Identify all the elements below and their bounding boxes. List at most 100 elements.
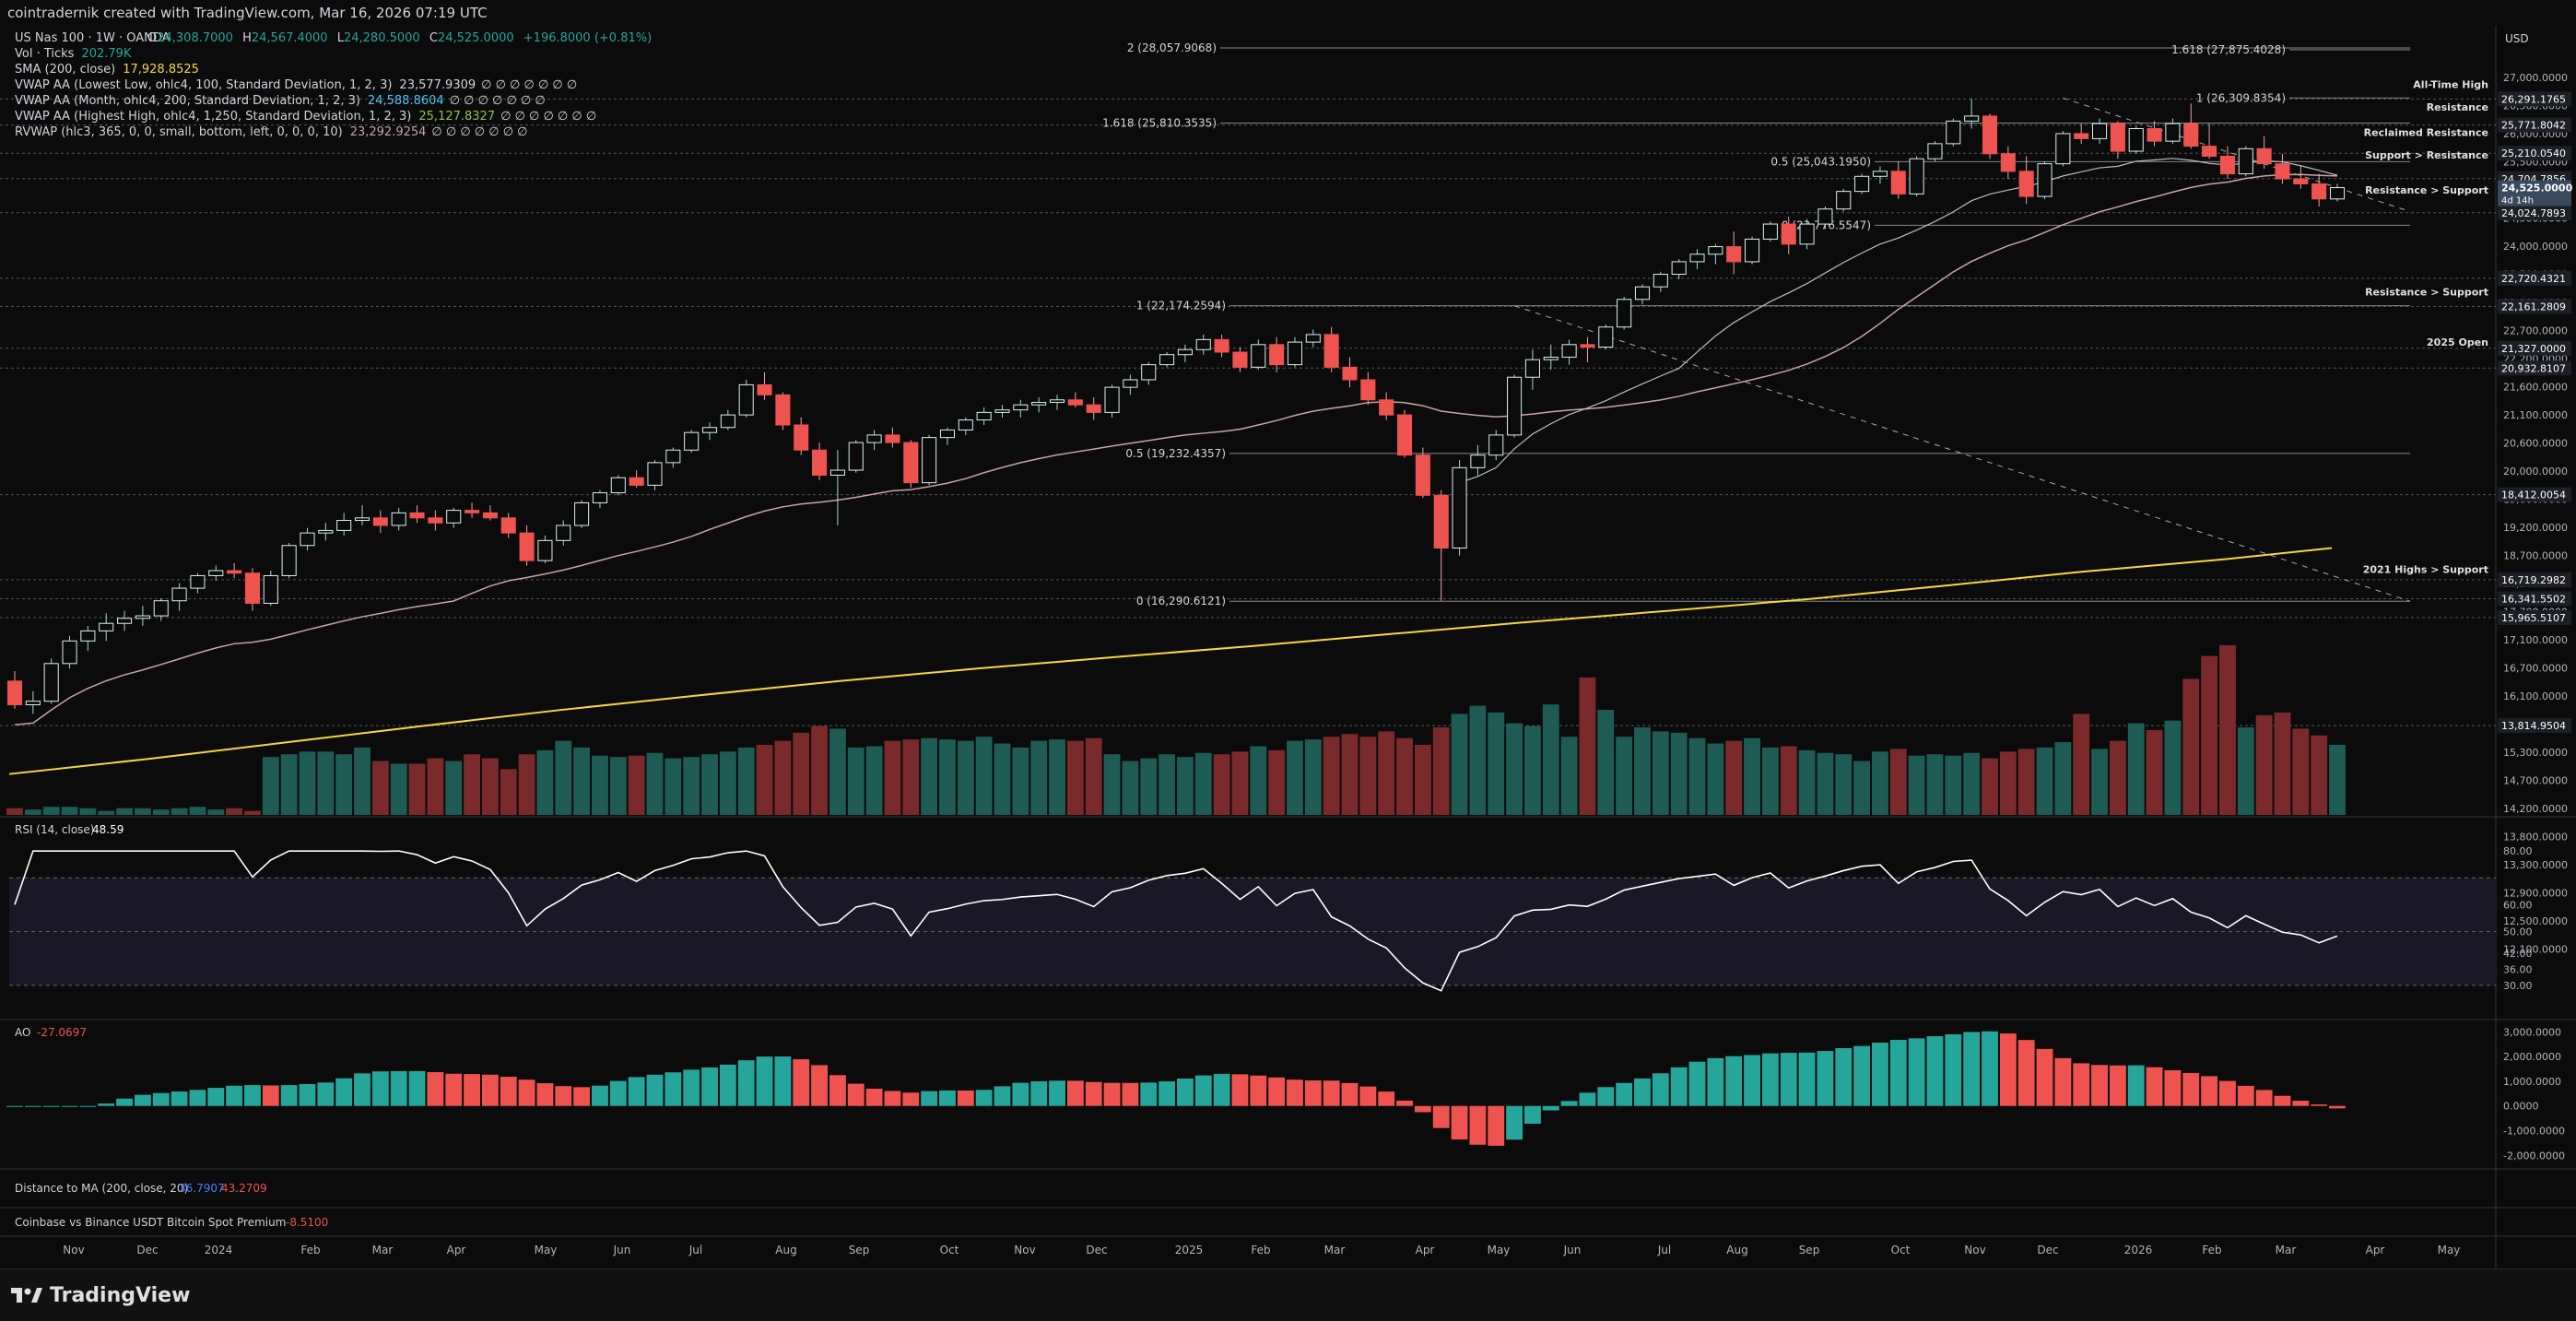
candle-body (391, 512, 406, 526)
volume-bar (1451, 714, 1468, 815)
vwap-highest-indicator: VWAP AA (Highest High, ohlc4, 1,250, Sta… (15, 110, 596, 124)
volume-bar (42, 807, 60, 815)
candle-body (1689, 254, 1705, 263)
volume-bar (2182, 678, 2200, 815)
candle-body (775, 394, 791, 426)
candle-body (757, 383, 772, 395)
volume-bar (1378, 731, 1395, 815)
ao-bar (884, 1091, 901, 1106)
ao-bar (1889, 1040, 1907, 1106)
ao-bar (2127, 1065, 2145, 1106)
ao-bar (1488, 1105, 1505, 1146)
volume-bar (957, 740, 974, 815)
price-tick-label: 17,100.0000 (2503, 634, 2568, 646)
candle-body (647, 462, 663, 486)
price-tick-label: 22,700.0000 (2503, 325, 2568, 337)
price-label-box (2498, 572, 2571, 587)
ao-bar (1012, 1082, 1029, 1106)
candle-body (446, 510, 462, 524)
candle-body (701, 427, 718, 433)
volume-bar (573, 747, 591, 815)
ao-bar (975, 1090, 993, 1106)
candle-body (720, 414, 735, 429)
volume-bar (207, 809, 225, 815)
grid (0, 26, 2576, 1268)
candle-body (428, 517, 443, 524)
candle-body (1086, 404, 1101, 413)
volume-bar (1194, 752, 1212, 815)
candle-body (244, 572, 260, 604)
last-price-text: 24,525.0000 (2501, 183, 2573, 195)
ao-bar (665, 1072, 682, 1106)
ao-bar (2073, 1063, 2090, 1106)
price-tick-label: 12,100.0000 (2503, 944, 2568, 956)
ao-bar (481, 1074, 499, 1106)
chart-canvas[interactable]: All-Time High Resistance Reclaimed Resista… (0, 26, 2576, 1268)
volume-bar (481, 758, 499, 815)
candle-body (537, 539, 553, 561)
tradingview-logo[interactable]: TradingView (11, 1280, 190, 1310)
ao-bar (226, 1085, 243, 1106)
volume-bar (2127, 723, 2145, 815)
price-label-text: 25,771.8042 (2501, 120, 2566, 132)
ao-bar (774, 1056, 792, 1106)
volume-bar (335, 754, 353, 815)
volume-bar (2054, 742, 2072, 815)
candle-body (2219, 155, 2235, 175)
distance-ma-value-2: 43.2709 (221, 1182, 267, 1195)
ao-bar (1414, 1105, 1431, 1113)
time-label: Apr (1416, 1244, 1435, 1256)
volume-bars (6, 644, 2346, 815)
candle-body (976, 411, 992, 421)
volume-bar (262, 757, 279, 815)
ao-bar (79, 1105, 97, 1107)
price-tick-label: 15,300.0000 (2503, 747, 2568, 759)
ao-bar (1597, 1087, 1615, 1106)
volume-bar (2201, 655, 2218, 815)
candle-body (2092, 123, 2108, 139)
candle-body (629, 477, 644, 486)
time-label: Nov (1964, 1244, 1985, 1256)
time-label: Mar (1324, 1244, 1346, 1256)
candle-body (1872, 171, 1888, 177)
volume-bar (390, 763, 407, 815)
candle-body (665, 449, 681, 464)
ao-bar (1908, 1038, 1925, 1106)
volume-bar (79, 808, 97, 815)
rsi-tick-label: 60.00 (2503, 899, 2533, 911)
candle-body (1964, 115, 1980, 122)
ao-bar (829, 1075, 846, 1106)
volume-bar (134, 808, 151, 815)
level-label: All-Time High (2413, 79, 2488, 91)
volume-bar (98, 810, 115, 815)
rsi-band (9, 878, 2496, 985)
price-tick-label: 21,100.0000 (2503, 409, 2568, 421)
candle-body (2037, 163, 2053, 197)
candle-body (738, 383, 754, 416)
price-label-text: 16,719.2982 (2501, 574, 2566, 586)
candle-body (171, 587, 187, 602)
distance-ma-label: Distance to MA (200, close, 20) (15, 1182, 188, 1195)
brand-text: TradingView (50, 1283, 191, 1307)
time-label: 2024 (205, 1244, 233, 1256)
volume-bar (1122, 761, 1139, 815)
volume-bar (1159, 754, 1176, 815)
candle-body (866, 434, 882, 443)
volume-bar (1761, 747, 1779, 815)
time-label: 2025 (1175, 1244, 1204, 1256)
candle-body (409, 512, 425, 519)
volume-bar (1616, 737, 1633, 815)
volume-bar (2255, 714, 2273, 815)
ao-bar (994, 1086, 1011, 1106)
candle-body (1396, 414, 1413, 456)
ao-bar (1524, 1105, 1541, 1125)
volume-bar (2292, 728, 2310, 815)
candle-body (1543, 356, 1559, 360)
volume-bar (1908, 755, 1925, 815)
ao-tick-label: 2,000.0000 (2503, 1051, 2561, 1063)
candle-body (1415, 454, 1430, 496)
volume-bar (628, 755, 645, 815)
candle-body (465, 510, 480, 513)
ao-bar (98, 1103, 115, 1106)
volume-bar (500, 769, 517, 815)
